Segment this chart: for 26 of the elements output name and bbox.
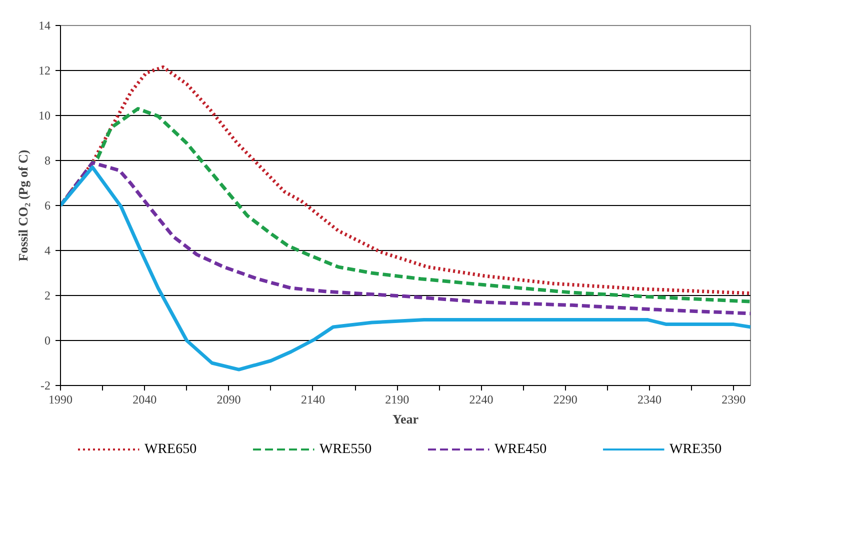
legend-label: WRE350: [670, 442, 722, 457]
legend-label: WRE550: [320, 442, 372, 457]
y-tick-label: 2: [44, 288, 50, 302]
y-tick-label: 4: [44, 244, 50, 258]
line-series: [60, 166, 750, 372]
line-series: [60, 161, 750, 316]
x-tick-label: 2240: [469, 392, 494, 406]
y-tick-label: -2: [40, 378, 51, 392]
y-tick-label: 6: [44, 198, 50, 212]
x-tick-label: 2140: [300, 392, 325, 406]
legend-label: WRE450: [494, 442, 547, 457]
x-tick-label: 2090: [216, 392, 241, 406]
y-tick-label: 8: [44, 154, 50, 168]
x-tick-label: 2040: [132, 392, 157, 406]
x-tick-label: 1990: [48, 392, 72, 406]
y-tick-label: 10: [38, 108, 50, 122]
y-tick-label: 12: [38, 64, 50, 78]
x-tick-label: 2390: [722, 392, 746, 406]
legend-label: WRE650: [144, 442, 197, 457]
y-tick-label: 0: [44, 334, 50, 348]
x-axis-title: Year: [392, 412, 419, 426]
y-tick-label: 14: [38, 18, 50, 32]
x-tick-label: 2190: [385, 392, 410, 406]
y-axis-title: Fossil CO₂ (Pg of C): [16, 150, 30, 262]
x-tick-label: 2340: [638, 392, 662, 406]
x-tick-label: 2290: [553, 392, 578, 406]
